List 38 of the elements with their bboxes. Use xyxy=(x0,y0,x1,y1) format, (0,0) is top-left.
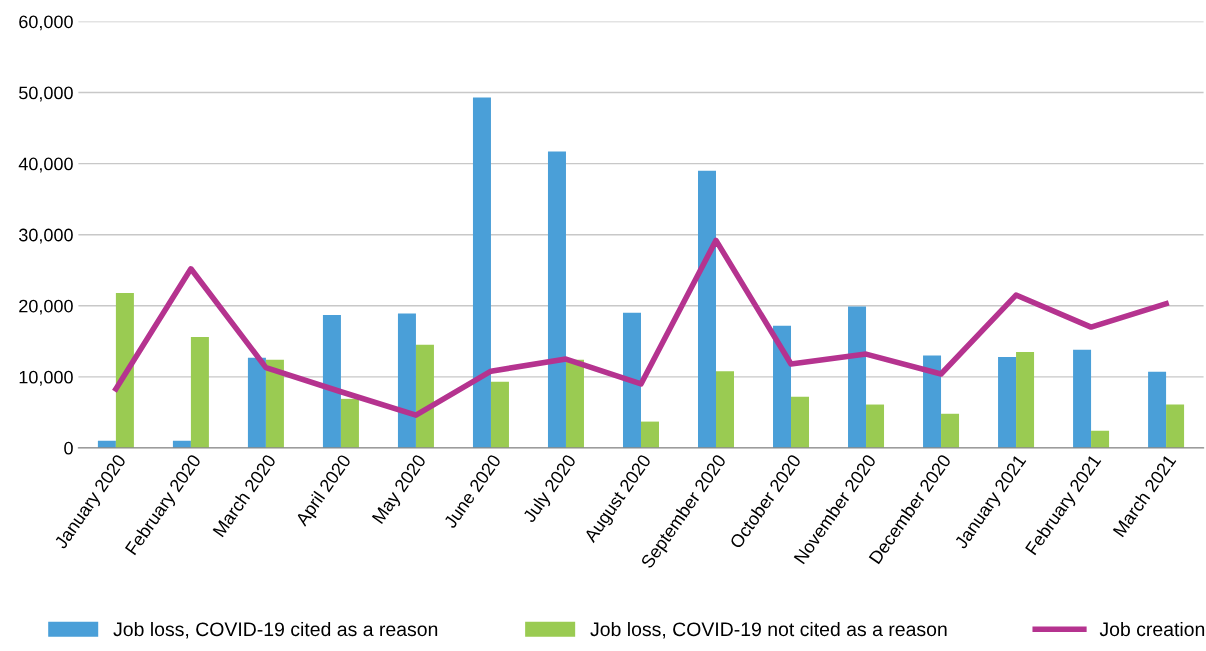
bar xyxy=(547,151,566,448)
bar xyxy=(190,337,209,448)
bar xyxy=(866,404,885,448)
bar xyxy=(340,398,359,448)
y-tick-label: 0 xyxy=(64,441,73,455)
legend-label: Job loss, COVID-19 cited as a reason xyxy=(113,621,438,639)
bar xyxy=(941,413,960,448)
bar xyxy=(565,359,584,448)
legend-label: Job creation xyxy=(1099,621,1205,637)
bar xyxy=(1148,371,1167,448)
bar xyxy=(998,356,1017,448)
bar xyxy=(923,355,942,448)
y-tick-label: 40,000 xyxy=(18,157,73,173)
bar xyxy=(472,97,491,448)
bar xyxy=(791,396,810,448)
bar xyxy=(698,170,716,448)
bar xyxy=(247,357,266,448)
bar xyxy=(716,371,735,448)
y-tick-label: 20,000 xyxy=(19,299,73,315)
bar xyxy=(622,312,641,448)
y-tick-label: 30,000 xyxy=(19,228,73,244)
bar xyxy=(415,344,434,448)
bar xyxy=(490,381,509,448)
legend-label: Job loss, COVID-19 not cited as a reason xyxy=(590,621,947,639)
bar xyxy=(1166,404,1185,448)
bar xyxy=(397,313,416,448)
bar xyxy=(1073,349,1092,448)
y-tick-label: 10,000 xyxy=(19,370,73,386)
bar xyxy=(1016,351,1035,448)
bar xyxy=(773,325,792,448)
bar xyxy=(265,359,284,448)
bar xyxy=(322,314,341,448)
bar xyxy=(640,421,659,448)
bar xyxy=(848,306,867,448)
y-tick-label: 50,000 xyxy=(19,86,73,102)
bar xyxy=(115,292,134,448)
y-tick-label: 60,000 xyxy=(19,15,73,31)
bar xyxy=(1091,430,1110,448)
